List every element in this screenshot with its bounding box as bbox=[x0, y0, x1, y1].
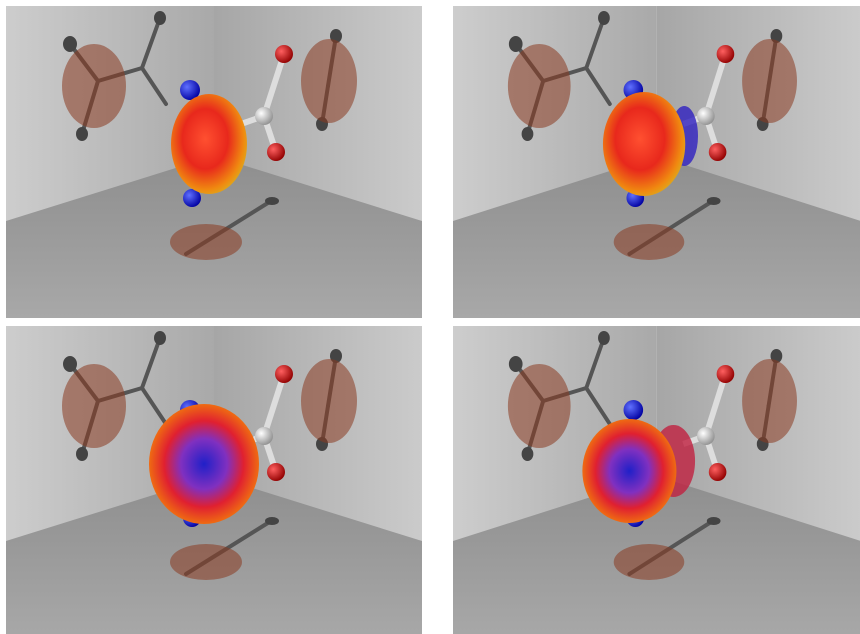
orbital bbox=[582, 419, 677, 523]
panel bbox=[453, 6, 860, 318]
orbital bbox=[602, 92, 686, 196]
panel bbox=[6, 326, 422, 634]
panel bbox=[6, 6, 422, 318]
orbital bbox=[149, 404, 259, 524]
orbital bbox=[171, 94, 247, 194]
panel bbox=[453, 326, 860, 634]
